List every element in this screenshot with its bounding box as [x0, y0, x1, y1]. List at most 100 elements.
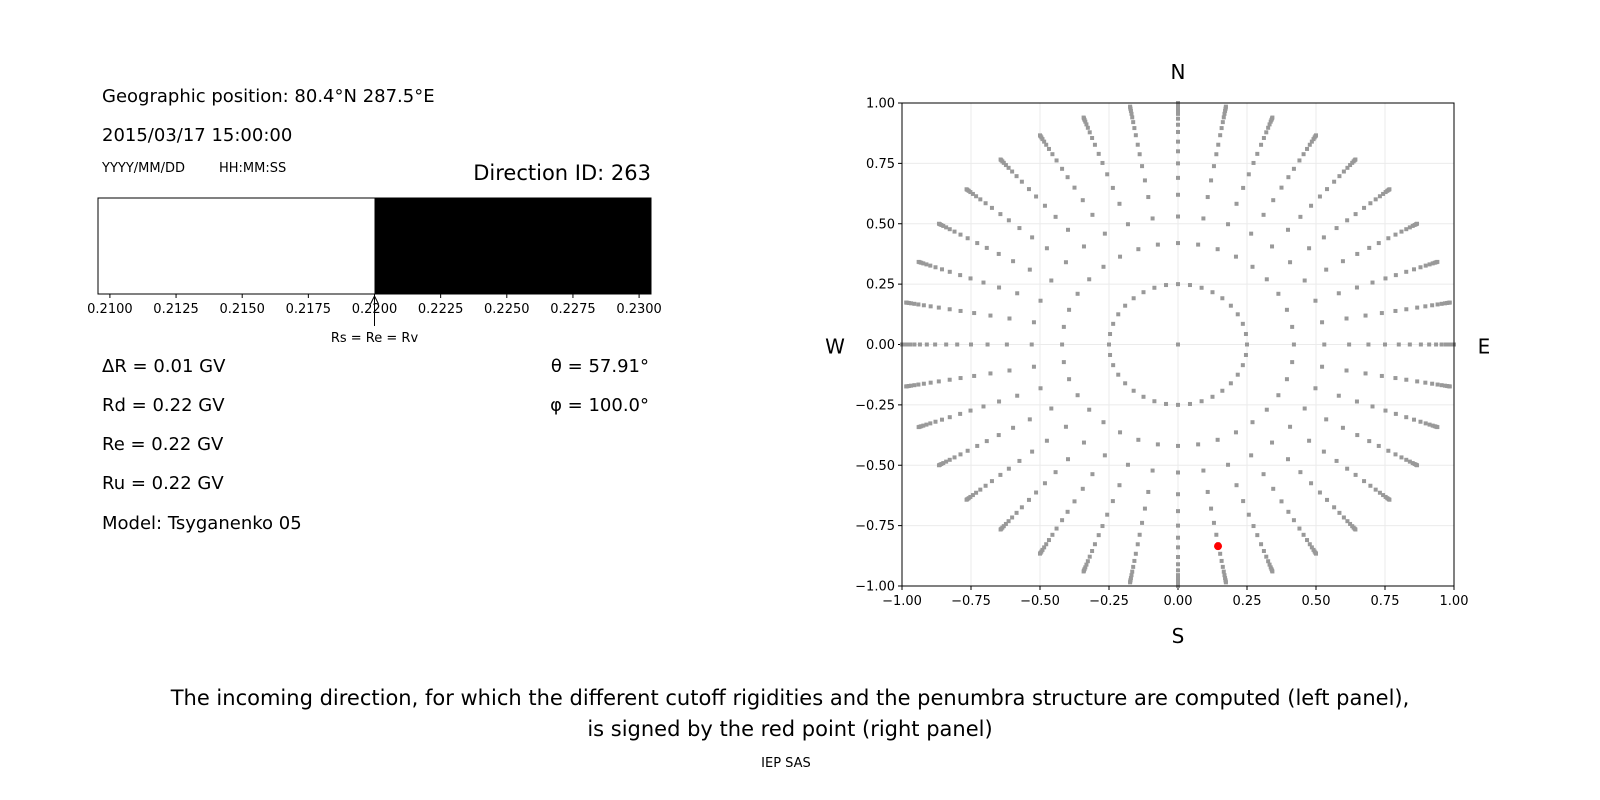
- data-point: [1017, 226, 1022, 231]
- data-point: [1087, 554, 1092, 559]
- data-point: [1006, 519, 1011, 524]
- data-point: [1142, 506, 1147, 511]
- data-point: [936, 379, 941, 384]
- data-point: [989, 479, 994, 484]
- geo-position: Geographic position: 80.4°N 287.5°E: [102, 86, 435, 107]
- data-point: [924, 422, 929, 427]
- data-point: [1219, 126, 1224, 131]
- data-point: [1096, 533, 1101, 538]
- data-point: [1435, 259, 1440, 264]
- data-point: [958, 452, 963, 457]
- y-tick-label: 0.75: [866, 157, 895, 172]
- data-point: [1118, 254, 1123, 259]
- data-point: [1131, 564, 1136, 569]
- data-point: [947, 227, 952, 232]
- data-point: [944, 459, 949, 464]
- data-point: [1110, 499, 1115, 504]
- data-point: [1423, 263, 1428, 268]
- data-point: [1015, 291, 1020, 296]
- data-point: [1284, 377, 1289, 382]
- data-point: [1176, 342, 1180, 347]
- data-point: [1220, 296, 1225, 301]
- data-point: [1320, 364, 1325, 369]
- data-point: [916, 302, 921, 307]
- data-point: [1050, 152, 1055, 157]
- data-point: [1196, 242, 1201, 247]
- data-point: [1081, 440, 1086, 445]
- x-tick-label: −0.50: [1020, 594, 1060, 609]
- data-point: [1129, 111, 1134, 116]
- data-point: [1030, 449, 1035, 454]
- data-point: [936, 221, 941, 226]
- delta-r: ΔR = 0.01 GV: [102, 356, 226, 377]
- data-point: [1249, 453, 1254, 458]
- data-point: [1222, 573, 1227, 578]
- data-point: [1234, 201, 1239, 206]
- data-point: [1176, 139, 1180, 144]
- data-point: [1152, 399, 1157, 404]
- data-point: [1211, 520, 1216, 525]
- data-point: [947, 415, 952, 420]
- data-point: [1136, 247, 1141, 252]
- data-point: [916, 382, 921, 387]
- data-point: [1026, 187, 1031, 192]
- y-tick-label: −1.00: [855, 580, 895, 595]
- data-point: [1271, 486, 1276, 491]
- data-point: [1210, 290, 1215, 295]
- data-point: [1215, 247, 1220, 252]
- penumbra-bar-chart: 0.2100 0.2125 0.2150 0.2175 0.2200 0.2225 0.22…: [87, 197, 662, 346]
- data-point: [1087, 130, 1092, 135]
- data-point: [924, 262, 929, 267]
- bar-segment: [98, 198, 375, 294]
- data-point: [1176, 573, 1180, 578]
- data-point: [1345, 519, 1350, 524]
- x-tick-label: 0.75: [1371, 594, 1400, 609]
- data-point: [928, 263, 933, 268]
- data-point: [1301, 152, 1306, 157]
- data-point: [998, 157, 1003, 162]
- data-point: [1340, 425, 1345, 430]
- data-point: [1347, 342, 1352, 347]
- data-point: [1176, 562, 1180, 567]
- data-point: [1418, 265, 1423, 270]
- data-point: [1354, 285, 1359, 290]
- data-point: [974, 490, 979, 495]
- data-point: [1141, 394, 1146, 399]
- data-point: [965, 448, 970, 453]
- data-point: [1014, 174, 1019, 179]
- data-point: [1386, 236, 1391, 241]
- data-point: [1383, 342, 1387, 347]
- data-point: [1307, 142, 1312, 147]
- caption-line-2: is signed by the red point (right panel): [587, 717, 993, 741]
- data-point: [1363, 313, 1368, 318]
- x-tick-label: 1.00: [1440, 594, 1469, 609]
- data-point: [1164, 401, 1169, 406]
- data-point: [1267, 122, 1272, 127]
- data-point: [933, 419, 938, 424]
- data-point: [1131, 120, 1136, 125]
- x-tick-label: 0.2125: [153, 302, 199, 317]
- y-tick-label: −0.50: [855, 459, 895, 474]
- data-point: [958, 376, 963, 381]
- data-point: [1125, 222, 1130, 227]
- data-point: [1251, 160, 1256, 165]
- data-point: [1003, 163, 1008, 168]
- model: Model: Tsyganenko 05: [102, 513, 302, 534]
- data-point: [1415, 379, 1420, 384]
- data-point: [1288, 260, 1293, 265]
- data-point: [909, 383, 914, 388]
- data-point: [958, 273, 963, 278]
- data-point: [1334, 458, 1339, 463]
- data-point: [1370, 280, 1375, 285]
- data-point: [1072, 499, 1077, 504]
- data-point: [1324, 417, 1329, 422]
- data-point: [1176, 161, 1180, 166]
- data-point: [1407, 459, 1412, 464]
- data-point: [1220, 564, 1225, 569]
- data-point: [1201, 216, 1206, 221]
- arrow-head-icon: [370, 294, 379, 305]
- data-point: [947, 269, 952, 274]
- data-point: [1266, 559, 1271, 564]
- data-point: [1081, 244, 1086, 249]
- data-point: [1067, 307, 1072, 312]
